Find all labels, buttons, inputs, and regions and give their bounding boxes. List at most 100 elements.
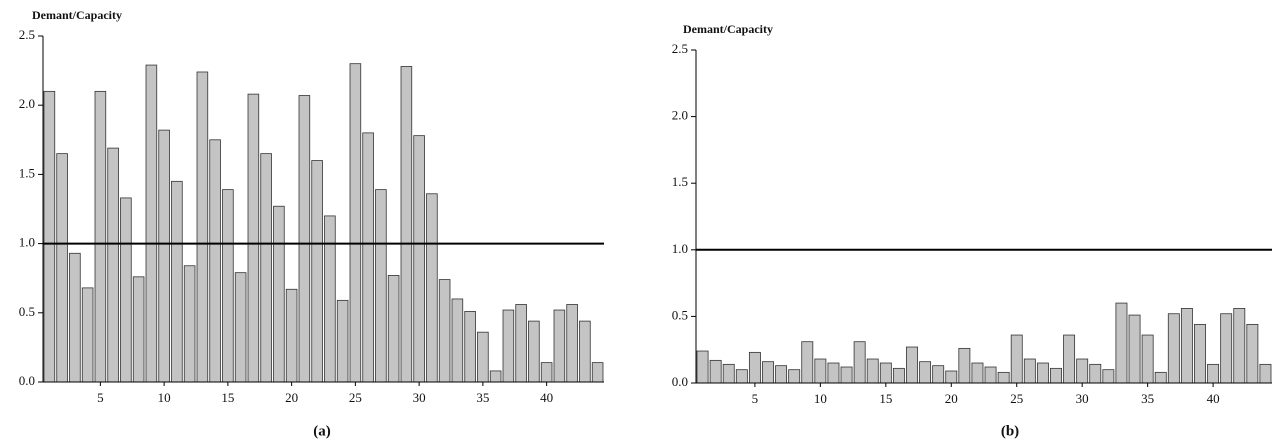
bar (866, 358, 879, 384)
x-tick-label: 40 (540, 390, 553, 405)
y-tick-label: 2.5 (672, 41, 688, 56)
bar (906, 346, 918, 384)
bar (984, 366, 997, 384)
bar (234, 272, 247, 383)
x-tick-label: 15 (879, 391, 892, 406)
bar (1115, 302, 1128, 384)
bar (997, 371, 1010, 384)
bar (209, 139, 221, 383)
y-tick-label: 1.0 (672, 241, 688, 256)
bar (1207, 363, 1220, 384)
bar (515, 304, 527, 383)
y-tick-label: 1.0 (19, 235, 35, 250)
bar (477, 331, 489, 383)
x-tick-label: 5 (97, 390, 104, 405)
y-tick-label: 0.0 (19, 373, 35, 388)
bar (81, 287, 94, 383)
bar (311, 160, 323, 383)
x-tick-label: 30 (413, 390, 426, 405)
bar (840, 366, 853, 384)
bar (775, 365, 788, 384)
bar (709, 359, 722, 384)
bar (387, 275, 400, 383)
y-tick-label: 0.0 (672, 374, 688, 389)
bar (591, 362, 604, 383)
bar (426, 193, 438, 383)
bar (145, 64, 158, 383)
bar (1050, 367, 1062, 384)
bar (1128, 314, 1141, 384)
x-tick-label: 25 (349, 390, 362, 405)
bar (451, 298, 464, 383)
y-tick-label: 2.0 (19, 96, 35, 111)
bar (183, 265, 196, 383)
bar (120, 197, 132, 383)
bar (362, 132, 374, 383)
y-tick-label: 2.0 (672, 108, 688, 123)
x-tick-label: 5 (752, 391, 759, 406)
bar (349, 63, 362, 383)
bar (298, 95, 311, 383)
bar (413, 135, 425, 383)
y-axis-label: Demant/Capacity (683, 22, 773, 36)
bar (1023, 358, 1036, 384)
bar (945, 370, 958, 384)
bar (566, 304, 578, 383)
bar (801, 341, 814, 384)
bar (56, 153, 68, 383)
bar (1036, 362, 1049, 384)
bar (1233, 308, 1246, 384)
bar (171, 180, 183, 383)
x-tick-label: 10 (158, 390, 171, 405)
x-tick-label: 20 (285, 390, 298, 405)
bar (222, 189, 234, 383)
x-tick-label: 35 (1141, 391, 1154, 406)
bar (464, 311, 476, 383)
bar (158, 129, 170, 383)
bar (196, 71, 209, 383)
bar (892, 367, 905, 384)
bar (748, 351, 761, 384)
bar (94, 90, 107, 383)
bar (1194, 323, 1206, 384)
bar (788, 369, 801, 384)
bar (1141, 334, 1154, 384)
bar (43, 90, 56, 383)
y-tick-label: 1.5 (19, 165, 35, 180)
bar (273, 205, 285, 383)
x-tick-label: 40 (1207, 391, 1220, 406)
bar (540, 362, 553, 383)
bar (1010, 334, 1023, 384)
bar (958, 347, 971, 384)
bar (400, 66, 413, 383)
y-tick-label: 1.5 (672, 174, 688, 189)
x-tick-label: 25 (1010, 391, 1023, 406)
y-tick-label: 0.5 (672, 307, 688, 322)
bar (1063, 334, 1076, 384)
y-axis-label: Demant/Capacity (32, 8, 122, 22)
bar (132, 276, 145, 383)
y-tick-label: 0.5 (19, 304, 35, 319)
bar (879, 362, 892, 384)
x-tick-label: 35 (476, 390, 489, 405)
bar (107, 147, 119, 383)
y-tick-label: 2.5 (19, 27, 35, 42)
bar (260, 153, 272, 383)
bar (336, 299, 349, 383)
bar (1246, 323, 1259, 384)
bar (285, 288, 298, 383)
bar (971, 362, 984, 384)
bar (324, 215, 336, 383)
bar (1167, 313, 1180, 384)
bar (853, 341, 866, 384)
bar (919, 361, 932, 384)
x-tick-label: 15 (221, 390, 234, 405)
x-tick-label: 30 (1076, 391, 1089, 406)
bar (502, 309, 515, 383)
bar (1089, 363, 1102, 384)
bar (696, 350, 709, 384)
bar (69, 252, 81, 383)
bar (528, 320, 540, 383)
bar (438, 279, 451, 383)
subplot-label: (a) (313, 423, 331, 439)
